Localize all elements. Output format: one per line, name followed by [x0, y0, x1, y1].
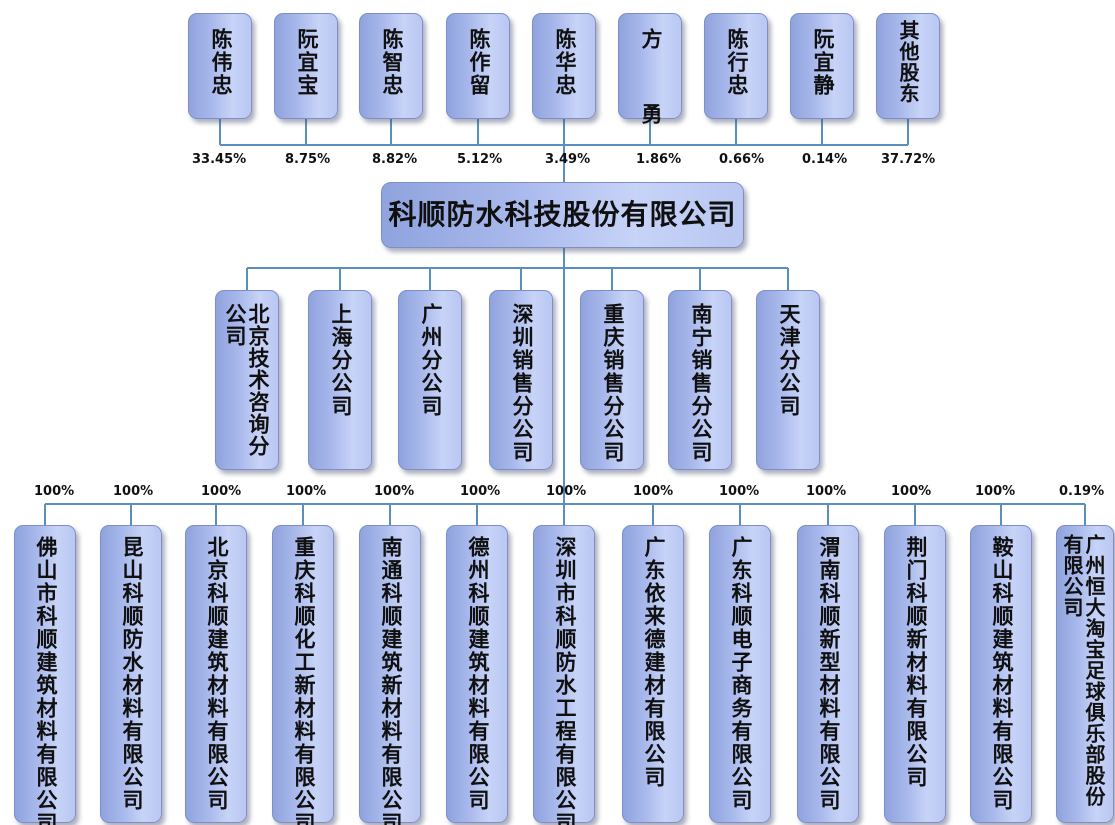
subsidiary-name: 佛山市科顺建筑材料有限公司 [34, 536, 58, 825]
subsidiary-pct: 100% [546, 484, 587, 499]
subsidiary-name: 广州恒大淘宝足球俱乐部股份有限公司 [1060, 534, 1106, 807]
subsidiary-name: 南通科顺建筑新材料有限公司 [379, 536, 403, 825]
subsidiary-pct: 0.19% [1059, 484, 1105, 499]
subsidiary-pct: 100% [633, 484, 674, 499]
subsidiary-name: 渭南科顺新型材料有限公司 [817, 536, 841, 812]
subsidiary-box-weinan: 渭南科顺新型材料有限公司 [797, 525, 859, 823]
subsidiary-pct: 100% [891, 484, 932, 499]
shareholder-box-6: 方 勇 [618, 13, 682, 126]
subsidiary-name: 鞍山科顺建筑材料有限公司 [990, 536, 1014, 812]
shareholder-box-1: 陈伟忠 [188, 13, 252, 119]
shareholder-pct: 0.14% [802, 152, 848, 167]
subsidiary-box-anshan: 鞍山科顺建筑材料有限公司 [970, 525, 1032, 823]
branch-name: 上海分公司 [329, 303, 353, 418]
subsidiary-box-evergrande-fc: 广州恒大淘宝足球俱乐部股份有限公司 [1056, 525, 1114, 823]
shareholder-box-7: 陈行忠 [704, 13, 768, 119]
shareholder-pct: 8.82% [372, 152, 418, 167]
shareholder-pct: 1.86% [636, 152, 682, 167]
shareholder-pct: 33.45% [192, 152, 247, 167]
shareholder-name: 陈作留 [467, 28, 491, 97]
branch-name: 重庆销售分公司 [601, 303, 625, 464]
shareholder-name: 阮宜静 [811, 28, 835, 97]
shareholder-name: 陈华忠 [553, 28, 577, 97]
subsidiary-pct: 100% [806, 484, 847, 499]
shareholder-box-4: 陈作留 [446, 13, 510, 119]
subsidiary-box-foshan: 佛山市科顺建筑材料有限公司 [14, 525, 76, 825]
subsidiary-name: 北京科顺建筑材料有限公司 [205, 536, 229, 812]
branch-box-guangzhou: 广州分公司 [398, 290, 462, 470]
shareholder-box-5: 陈华忠 [532, 13, 596, 119]
branch-box-beijing: 北京技术咨询分公司 [215, 290, 279, 470]
subsidiary-name: 重庆科顺化工新材料有限公司 [292, 536, 316, 825]
subsidiary-pct: 100% [460, 484, 501, 499]
subsidiary-name: 荆门科顺新材料有限公司 [904, 536, 928, 789]
shareholder-name: 方 勇 [639, 28, 663, 126]
shareholder-name: 陈伟忠 [209, 28, 233, 97]
subsidiary-box-nantong: 南通科顺建筑新材料有限公司 [359, 525, 421, 825]
subsidiary-box-beijing: 北京科顺建筑材料有限公司 [185, 525, 247, 823]
branch-box-chongqing: 重庆销售分公司 [580, 290, 644, 470]
shareholder-pct: 5.12% [457, 152, 503, 167]
branch-box-shenzhen: 深圳销售分公司 [489, 290, 553, 470]
shareholder-name: 陈行忠 [725, 28, 749, 97]
branch-box-tianjin: 天津分公司 [756, 290, 820, 470]
shareholder-box-3: 陈智忠 [359, 13, 423, 119]
branch-name: 北京技术咨询分公司 [223, 303, 270, 457]
subsidiary-name: 德州科顺建筑材料有限公司 [466, 536, 490, 812]
branch-name: 深圳销售分公司 [510, 303, 534, 464]
subsidiary-pct: 100% [374, 484, 415, 499]
branch-box-nanning: 南宁销售分公司 [668, 290, 732, 470]
subsidiary-name: 昆山科顺防水材料有限公司 [120, 536, 144, 812]
subsidiary-box-ecommerce: 广东科顺电子商务有限公司 [709, 525, 771, 823]
shareholder-box-8: 阮宜静 [790, 13, 854, 119]
subsidiary-box-dezhou: 德州科顺建筑材料有限公司 [446, 525, 508, 823]
company-box: 科顺防水科技股份有限公司 [381, 182, 744, 248]
shareholder-pct: 0.66% [719, 152, 765, 167]
subsidiary-pct: 100% [201, 484, 242, 499]
shareholder-name: 阮宜宝 [295, 28, 319, 97]
branch-box-shanghai: 上海分公司 [308, 290, 372, 470]
branch-name: 广州分公司 [419, 303, 443, 418]
subsidiary-pct: 100% [34, 484, 75, 499]
shareholder-name: 其他股东 [896, 20, 920, 104]
branch-name: 南宁销售分公司 [689, 303, 713, 464]
shareholder-box-2: 阮宜宝 [274, 13, 338, 119]
shareholder-box-9: 其他股东 [876, 13, 940, 119]
subsidiary-box-yilaide: 广东依来德建材有限公司 [622, 525, 684, 823]
shareholder-name: 陈智忠 [380, 28, 404, 97]
shareholder-pct: 37.72% [881, 152, 936, 167]
subsidiary-name: 广东科顺电子商务有限公司 [729, 536, 753, 812]
company-name: 科顺防水科技股份有限公司 [388, 198, 737, 231]
subsidiary-box-shenzhen: 深圳市科顺防水工程有限公司 [533, 525, 595, 825]
subsidiary-pct: 100% [719, 484, 760, 499]
subsidiary-pct: 100% [286, 484, 327, 499]
subsidiary-name: 深圳市科顺防水工程有限公司 [553, 536, 577, 825]
subsidiary-box-jingmen: 荆门科顺新材料有限公司 [884, 525, 946, 823]
branch-name: 天津分公司 [777, 303, 801, 418]
subsidiary-pct: 100% [975, 484, 1016, 499]
subsidiary-pct: 100% [113, 484, 154, 499]
subsidiary-box-chongqing: 重庆科顺化工新材料有限公司 [272, 525, 334, 825]
shareholder-pct: 8.75% [285, 152, 331, 167]
subsidiary-name: 广东依来德建材有限公司 [642, 536, 666, 789]
shareholder-pct: 3.49% [545, 152, 591, 167]
subsidiary-box-kunshan: 昆山科顺防水材料有限公司 [100, 525, 162, 823]
